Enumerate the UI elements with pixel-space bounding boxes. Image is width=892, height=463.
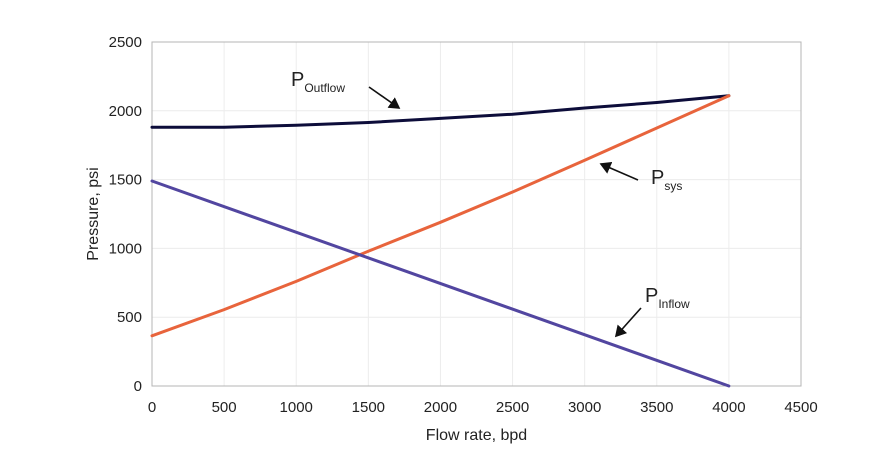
x-tick-label: 1000 bbox=[280, 399, 313, 416]
x-tick-label: 1500 bbox=[352, 399, 385, 416]
series-line-sys bbox=[150, 94, 731, 338]
y-tick-label: 1000 bbox=[109, 240, 142, 257]
x-axis-title: Flow rate, bpd bbox=[426, 427, 527, 444]
x-tick-label: 3500 bbox=[640, 399, 673, 416]
y-tick-label: 2500 bbox=[109, 34, 142, 51]
y-tick-label: 2000 bbox=[109, 103, 142, 120]
series-lines bbox=[150, 94, 731, 388]
annotation-outflow-arrow bbox=[368, 86, 401, 109]
x-tick-label: 500 bbox=[212, 399, 237, 416]
y-tick-labels: 0 500 1000 1500 2000 2500 bbox=[109, 34, 142, 395]
annotation-outflow: POutflow bbox=[291, 69, 401, 109]
x-tick-label: 0 bbox=[148, 399, 156, 416]
annotation-inflow-label: PInflow bbox=[645, 285, 690, 311]
x-tick-label: 3000 bbox=[568, 399, 601, 416]
x-tick-label: 4500 bbox=[784, 399, 817, 416]
annotation-inflow: PInflow bbox=[614, 285, 690, 338]
grid bbox=[151, 41, 802, 387]
annotation-sys-label: Psys bbox=[651, 167, 682, 193]
x-tick-label: 2500 bbox=[496, 399, 529, 416]
x-tick-label: 4000 bbox=[712, 399, 745, 416]
annotation-outflow-label: POutflow bbox=[291, 69, 345, 95]
x-tick-label: 2000 bbox=[424, 399, 457, 416]
series-line-inflow bbox=[150, 179, 731, 388]
y-tick-label: 1500 bbox=[109, 172, 142, 189]
series-line-outflow bbox=[150, 94, 731, 129]
y-tick-label: 500 bbox=[117, 309, 142, 326]
annotation-sys-arrow bbox=[599, 161, 639, 181]
plot-frame bbox=[151, 41, 802, 387]
y-tick-label: 0 bbox=[134, 378, 142, 395]
annotation-sys: Psys bbox=[599, 161, 682, 193]
y-axis-title: Pressure, psi bbox=[85, 167, 102, 260]
annotation-inflow-arrow bbox=[614, 307, 642, 338]
x-tick-labels: 0 500 1000 1500 2000 2500 3000 3500 4000 4500 bbox=[148, 399, 818, 416]
